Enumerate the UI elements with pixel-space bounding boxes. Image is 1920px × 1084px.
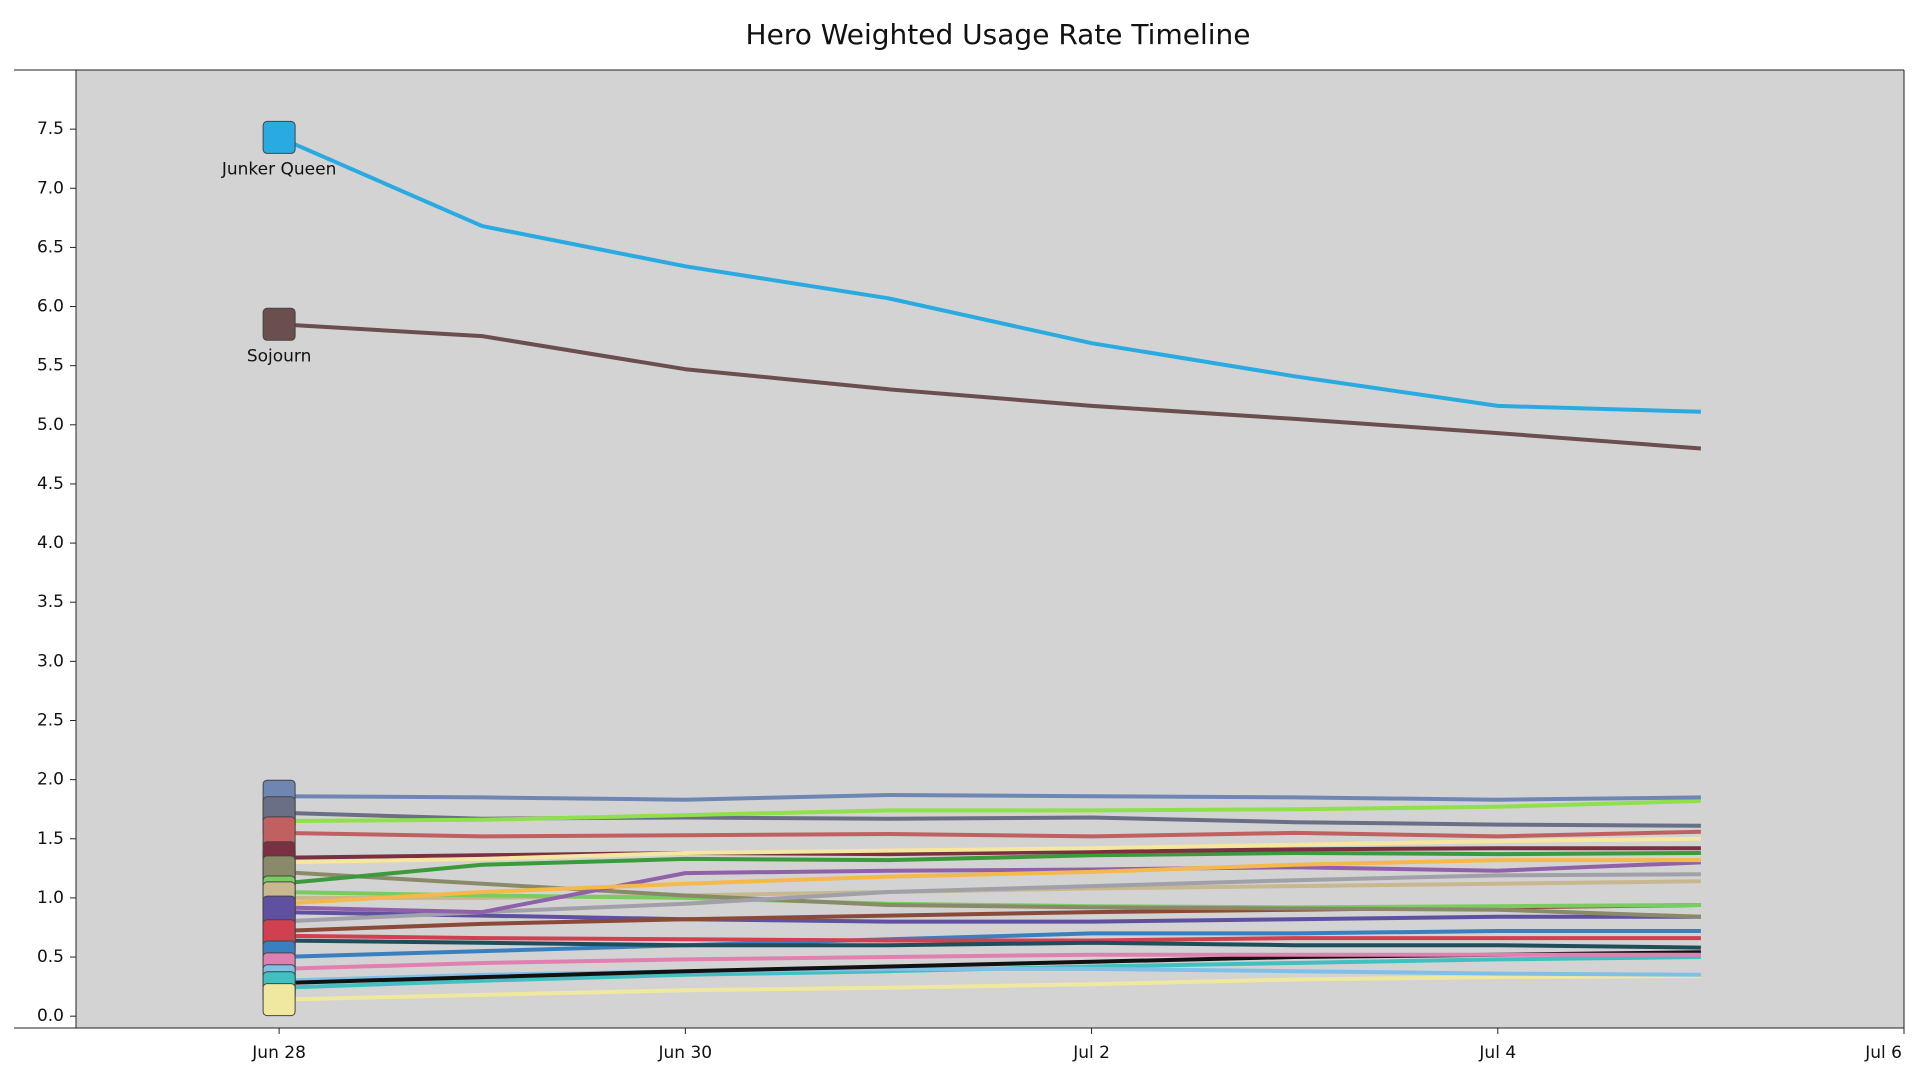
- series-line: [279, 836, 1701, 865]
- y-tick-label: 7.0: [37, 178, 64, 198]
- series-line: [278, 858, 1701, 906]
- y-tick-label: 3.5: [37, 592, 64, 612]
- series-line: [279, 872, 1701, 924]
- hero-icon: [262, 307, 296, 341]
- series-line: [279, 929, 1701, 959]
- hero-label: Sojourn: [247, 346, 312, 366]
- x-tick-label: Jun 28: [251, 1043, 306, 1063]
- series-line: [278, 322, 1702, 451]
- y-tick-label: 4.5: [37, 474, 64, 494]
- hero-label: Junker Queen: [221, 159, 337, 179]
- series-line: [279, 798, 1701, 823]
- series-line: [279, 952, 1701, 971]
- y-tick-label: 6.0: [37, 297, 64, 317]
- series-line: [279, 974, 1701, 1002]
- series-line: [279, 793, 1701, 802]
- series-line: [279, 938, 1701, 950]
- y-tick-label: 3.0: [37, 651, 64, 671]
- y-tick-label: 4.0: [37, 533, 64, 553]
- y-tick-label: 0.0: [37, 1006, 64, 1026]
- plot-area: [76, 70, 1904, 1028]
- x-tick-label: Jul 2: [1072, 1043, 1110, 1063]
- series-line: [279, 910, 1701, 924]
- series-line: [278, 135, 1701, 414]
- hero-icon: [262, 120, 296, 154]
- y-tick-label: 2.5: [37, 710, 64, 730]
- x-tick-label: Jul 6: [1864, 1043, 1902, 1063]
- chart-title: Hero Weighted Usage Rate Timeline: [746, 18, 1251, 51]
- x-tick-label: Jun 30: [658, 1043, 713, 1063]
- series-line: [279, 846, 1701, 860]
- series-line: [278, 869, 1701, 919]
- series-line: [279, 860, 1701, 915]
- series-line: [278, 851, 1701, 886]
- y-tick-label: 2.0: [37, 770, 64, 790]
- y-tick-label: 5.5: [37, 356, 64, 376]
- x-tick-label: Jul 4: [1478, 1043, 1516, 1063]
- y-tick-label: 1.5: [37, 829, 64, 849]
- y-tick-label: 0.5: [37, 947, 64, 967]
- series-line: [279, 933, 1701, 943]
- hero-icon: [262, 983, 296, 1017]
- y-tick-label: 1.0: [37, 888, 64, 908]
- y-tick-label: 6.5: [37, 237, 64, 257]
- series-line: [279, 829, 1701, 839]
- y-tick-label: 5.0: [37, 415, 64, 435]
- y-tick-label: 7.5: [37, 119, 64, 139]
